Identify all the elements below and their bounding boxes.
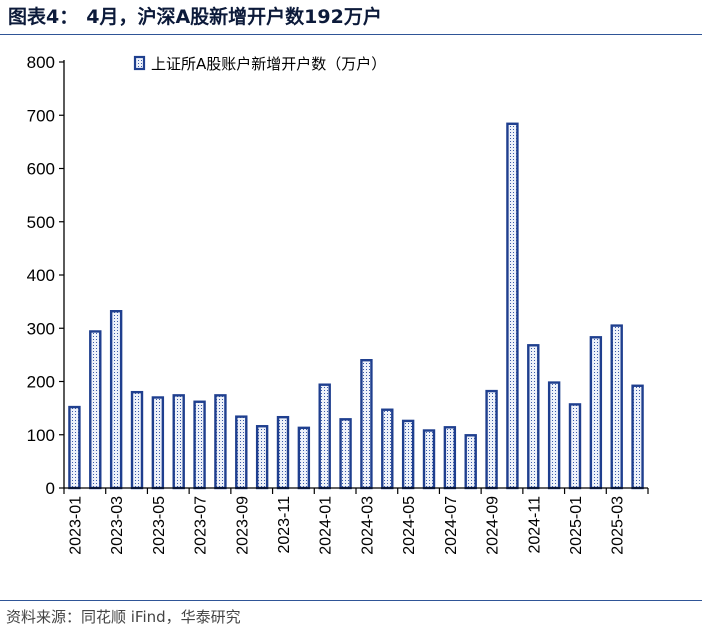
bar-2025-03	[610, 324, 623, 490]
bar-2023-09	[235, 415, 248, 490]
x-tick-label: 2023-09	[234, 496, 251, 555]
x-tick-label: 2024-05	[401, 496, 418, 555]
bar-2024-12	[547, 381, 561, 490]
figure-label: 图表4：	[8, 6, 79, 28]
bars-group	[68, 122, 644, 490]
x-axis: 2023-01 2023-03 2023-05 2023-07 2023-09 2023-…	[63, 487, 649, 555]
legend-label: 上证所A股账户新增开户数（万户）	[151, 55, 386, 73]
bar-2024-07	[443, 426, 457, 490]
y-tick-label: 400	[27, 266, 55, 285]
bar-2024-01	[318, 383, 331, 490]
x-tick-label: 2024-07	[443, 496, 460, 555]
bar-2023-01	[68, 405, 81, 490]
bar-2024-09	[485, 389, 498, 490]
y-tick-label: 700	[27, 106, 55, 125]
footer-divider	[0, 600, 702, 601]
source-note: 资料来源：同花顺 iFind，华泰研究	[6, 608, 241, 626]
bar-2024-08	[464, 434, 477, 490]
legend: 上证所A股账户新增开户数（万户）	[133, 55, 386, 73]
x-tick-label: 2025-03	[610, 496, 627, 555]
legend-swatch	[133, 55, 146, 71]
bar-chart: 0 100 200 300 400 500 600 700 800 2023-01 2023-03…	[27, 53, 649, 555]
x-tick-label: 2023-11	[276, 496, 293, 554]
x-tick-label: 2023-03	[109, 496, 126, 555]
x-tick-label: 2023-01	[67, 496, 84, 555]
y-tick-label: 800	[27, 53, 55, 72]
bar-2023-03	[109, 310, 123, 490]
page-title: 图表4： 4月，沪深A股新增开户数192万户	[8, 4, 382, 30]
bar-2023-04	[130, 390, 144, 490]
x-tick-label: 2024-01	[318, 496, 335, 555]
bar-2023-05	[151, 396, 165, 490]
y-axis: 0 100 200 300 400 500 600 700 800	[27, 53, 65, 498]
y-tick-label: 200	[27, 373, 55, 392]
y-tick-label: 500	[27, 213, 55, 232]
bar-2023-06	[172, 394, 185, 490]
bar-2025-01	[568, 403, 582, 490]
x-tick-label: 2023-07	[193, 496, 210, 555]
y-tick-label: 300	[27, 319, 55, 338]
bar-2023-08	[214, 394, 227, 490]
bar-2023-12	[297, 426, 311, 490]
bar-2024-10	[506, 122, 519, 490]
bar-2025-04	[631, 384, 644, 490]
x-tick-label: 2023-05	[151, 496, 168, 555]
bar-2024-04	[381, 408, 394, 490]
bar-2024-03	[360, 359, 373, 490]
bar-2023-07	[193, 400, 206, 490]
bar-2024-02	[339, 418, 352, 490]
bar-2023-02	[89, 330, 102, 490]
x-tick-label: 2024-11	[526, 496, 543, 554]
figure-title: 4月，沪深A股新增开户数192万户	[86, 6, 382, 28]
bar-2024-11	[527, 344, 540, 490]
bar-2023-10	[255, 425, 269, 490]
x-tick-label: 2024-09	[485, 496, 502, 555]
title-divider	[0, 34, 702, 35]
y-tick-label: 100	[27, 426, 55, 445]
y-tick-label: 0	[46, 479, 55, 498]
x-tick-label: 2024-03	[359, 496, 376, 555]
bar-2023-11	[276, 415, 290, 490]
bar-2024-05	[401, 419, 415, 490]
bar-2025-02	[589, 336, 603, 490]
bar-2024-06	[422, 429, 436, 490]
y-tick-label: 600	[27, 160, 55, 179]
x-tick-label: 2025-01	[568, 496, 585, 555]
